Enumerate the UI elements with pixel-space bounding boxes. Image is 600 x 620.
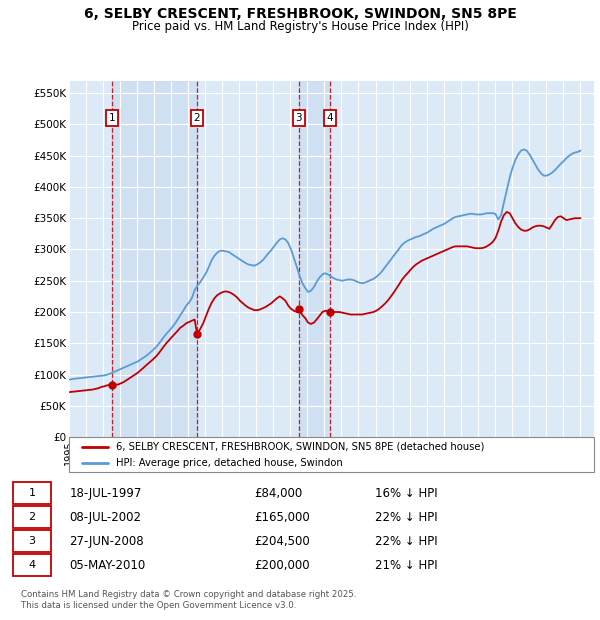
FancyBboxPatch shape — [13, 507, 50, 528]
Text: HPI: Average price, detached house, Swindon: HPI: Average price, detached house, Swin… — [116, 458, 343, 468]
Text: 1: 1 — [109, 113, 116, 123]
Text: 4: 4 — [327, 113, 334, 123]
Text: £204,500: £204,500 — [254, 534, 310, 547]
Text: 22% ↓ HPI: 22% ↓ HPI — [375, 534, 437, 547]
Text: 18-JUL-1997: 18-JUL-1997 — [70, 487, 142, 500]
Text: 22% ↓ HPI: 22% ↓ HPI — [375, 511, 437, 524]
Text: Contains HM Land Registry data © Crown copyright and database right 2025.
This d: Contains HM Land Registry data © Crown c… — [21, 590, 356, 609]
Text: 05-MAY-2010: 05-MAY-2010 — [70, 559, 146, 572]
Text: 3: 3 — [28, 536, 35, 546]
Text: £84,000: £84,000 — [254, 487, 302, 500]
Text: 1: 1 — [28, 488, 35, 498]
Text: 4: 4 — [28, 560, 35, 570]
Text: 21% ↓ HPI: 21% ↓ HPI — [375, 559, 437, 572]
Text: £165,000: £165,000 — [254, 511, 310, 524]
Text: Price paid vs. HM Land Registry's House Price Index (HPI): Price paid vs. HM Land Registry's House … — [131, 20, 469, 33]
Bar — [112, 81, 197, 437]
Bar — [299, 81, 330, 437]
Text: 2: 2 — [28, 512, 35, 522]
Text: 27-JUN-2008: 27-JUN-2008 — [70, 534, 144, 547]
FancyBboxPatch shape — [69, 437, 594, 472]
Text: 6, SELBY CRESCENT, FRESHBROOK, SWINDON, SN5 8PE: 6, SELBY CRESCENT, FRESHBROOK, SWINDON, … — [83, 7, 517, 22]
Text: 16% ↓ HPI: 16% ↓ HPI — [375, 487, 437, 500]
Text: 08-JUL-2002: 08-JUL-2002 — [70, 511, 142, 524]
FancyBboxPatch shape — [13, 530, 50, 552]
FancyBboxPatch shape — [13, 554, 50, 576]
FancyBboxPatch shape — [13, 482, 50, 504]
Text: £200,000: £200,000 — [254, 559, 310, 572]
Text: 6, SELBY CRESCENT, FRESHBROOK, SWINDON, SN5 8PE (detached house): 6, SELBY CRESCENT, FRESHBROOK, SWINDON, … — [116, 442, 485, 452]
Text: 3: 3 — [295, 113, 302, 123]
Text: 2: 2 — [194, 113, 200, 123]
